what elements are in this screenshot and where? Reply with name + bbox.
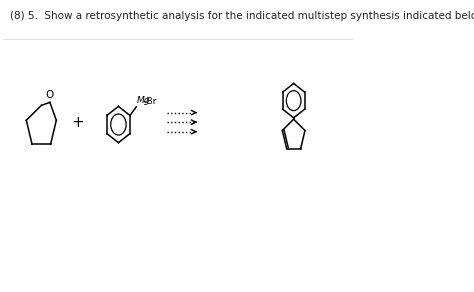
- Text: +: +: [72, 115, 84, 130]
- Text: (8) 5.  Show a retrosynthetic analysis for the indicated multistep synthesis ind: (8) 5. Show a retrosynthetic analysis fo…: [10, 11, 474, 21]
- Text: O: O: [46, 91, 54, 100]
- Text: –Br: –Br: [143, 97, 157, 106]
- Text: Mg: Mg: [137, 96, 150, 105]
